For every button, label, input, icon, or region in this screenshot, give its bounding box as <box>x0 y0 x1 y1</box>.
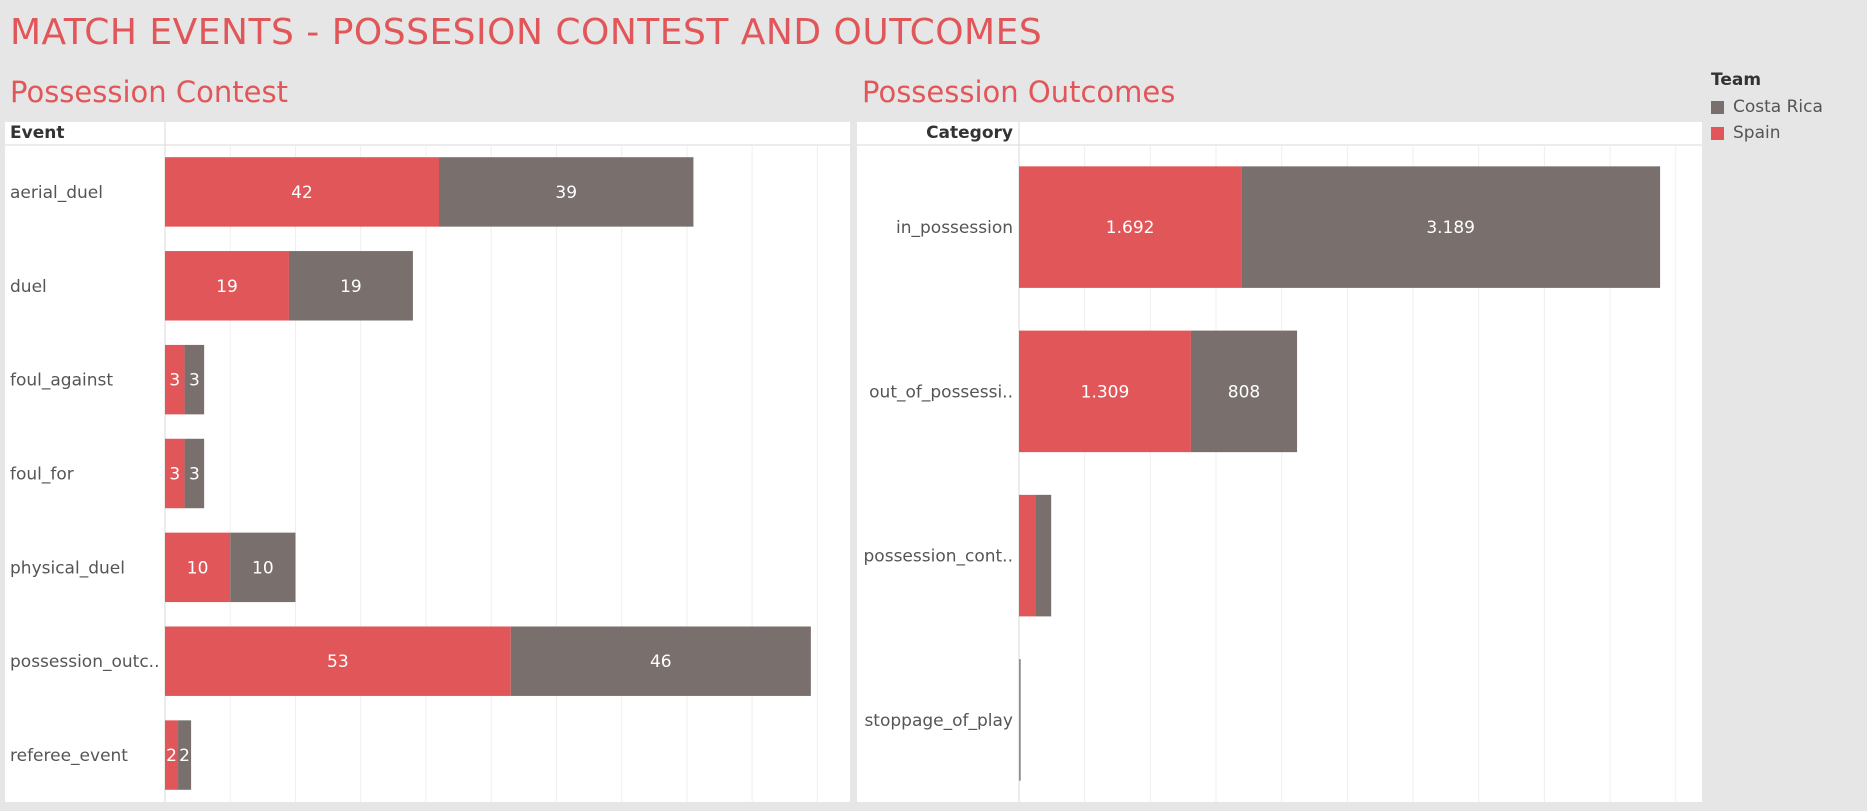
bar-costa-rica-possession-cont <box>1035 494 1052 617</box>
bar-spain-referee-event <box>165 720 179 790</box>
category-label-duel: duel <box>10 277 47 297</box>
bar-spain-foul-against <box>165 344 185 415</box>
data-label-costa-rica-foul-for: 3 <box>189 465 200 485</box>
legend-label-spain: Spain <box>1733 123 1781 143</box>
bar-spain-possession-cont <box>1019 494 1036 617</box>
possession-contest-svg: Event aerial_duel 42 39 duel 19 19 foul_against… <box>5 122 850 802</box>
bar-spain-aerial-duel <box>165 157 439 227</box>
category-label-out-of-possessi: out_of_possessi.. <box>869 382 1013 402</box>
bar-spain-foul-for <box>165 438 185 509</box>
bar-costa-rica-out-of-possessi <box>1190 330 1298 453</box>
possession-outcomes-title: Possession Outcomes <box>862 75 1176 109</box>
data-label-costa-rica-aerial-duel: 39 <box>555 183 577 203</box>
data-label-spain-possession-outc: 53 <box>327 652 349 672</box>
bar-costa-rica-foul-against <box>184 344 205 415</box>
bar-spain-possession-outc <box>165 626 511 696</box>
data-label-costa-rica-possession-outc: 46 <box>650 652 672 672</box>
possession-contest-title: Possession Contest <box>10 75 288 109</box>
data-label-spain-in-possession: 1.692 <box>1106 218 1155 238</box>
data-label-spain-duel: 19 <box>216 277 238 297</box>
bar-costa-rica-in-possession <box>1241 166 1661 288</box>
category-label-referee-event: referee_event <box>10 746 128 766</box>
category-label-aerial-duel: aerial_duel <box>10 183 103 203</box>
bar-spain-duel <box>165 251 289 321</box>
bar-costa-rica-aerial-duel <box>439 157 694 227</box>
legend-swatch-spain <box>1711 126 1724 140</box>
possession-outcomes-svg: Category in_possession 1.692 3.189 out_of_po… <box>857 122 1702 802</box>
row-header-label: Event <box>10 123 64 143</box>
data-label-costa-rica-foul-against: 3 <box>189 371 200 391</box>
possession-contest-chart: Event aerial_duel 42 39 duel 19 19 foul_against… <box>5 122 850 802</box>
data-label-spain-foul-against: 3 <box>169 371 180 391</box>
legend-swatch-costa-rica <box>1711 100 1724 114</box>
legend-item-spain[interactable]: Spain <box>1711 120 1823 146</box>
category-label-physical-duel: physical_duel <box>10 558 125 578</box>
bar-costa-rica-physical-duel <box>230 532 296 603</box>
data-label-spain-referee-event: 2 <box>166 746 177 766</box>
category-label-possession-outc: possession_outc.. <box>10 652 159 672</box>
legend-label-costa-rica: Costa Rica <box>1733 97 1823 117</box>
legend-item-costa-rica[interactable]: Costa Rica <box>1711 94 1823 120</box>
bar-costa-rica-possession-outc <box>510 626 811 696</box>
bar-spain-stoppage-of-play <box>1019 659 1020 781</box>
category-label-in-possession: in_possession <box>896 218 1013 238</box>
bar-spain-out-of-possessi <box>1019 330 1191 453</box>
legend-title: Team <box>1711 70 1762 90</box>
category-label-possession-cont: possession_cont.. <box>864 547 1013 567</box>
bar-spain-physical-duel <box>165 532 231 603</box>
category-label-foul-for: foul_for <box>10 465 74 485</box>
data-label-spain-out-of-possessi: 1.309 <box>1081 382 1130 402</box>
bar-costa-rica-foul-for <box>184 438 205 509</box>
data-label-spain-aerial-duel: 42 <box>291 183 313 203</box>
bar-costa-rica-referee-event <box>178 720 192 790</box>
bar-costa-rica-stoppage-of-play <box>1019 659 1021 781</box>
data-label-costa-rica-physical-duel: 10 <box>252 558 274 578</box>
dashboard-title: MATCH EVENTS - POSSESION CONTEST AND OUT… <box>10 12 1043 53</box>
data-label-costa-rica-in-possession: 3.189 <box>1426 218 1475 238</box>
bar-costa-rica-duel <box>288 251 413 321</box>
data-label-costa-rica-duel: 19 <box>340 277 362 297</box>
data-label-costa-rica-out-of-possessi: 808 <box>1228 382 1260 402</box>
category-label-foul-against: foul_against <box>10 371 113 391</box>
data-label-costa-rica-referee-event: 2 <box>179 746 190 766</box>
possession-outcomes-chart: Category in_possession 1.692 3.189 out_of_po… <box>857 122 1702 802</box>
bar-spain-in-possession <box>1019 166 1242 288</box>
team-legend: Team Costa Rica Spain <box>1711 70 1823 146</box>
data-label-spain-foul-for: 3 <box>169 465 180 485</box>
data-label-spain-physical-duel: 10 <box>187 558 209 578</box>
row-header-label: Category <box>926 123 1013 143</box>
category-label-stoppage-of-play: stoppage_of_play <box>864 711 1013 731</box>
